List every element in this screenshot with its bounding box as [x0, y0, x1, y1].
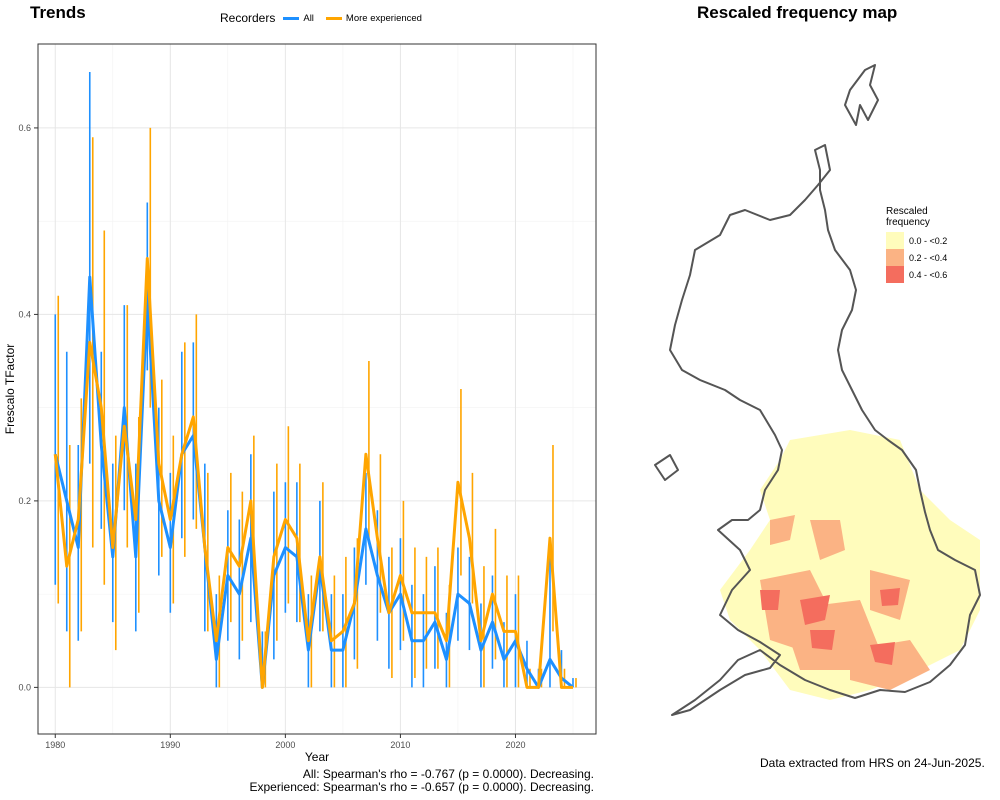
map-legend-swatch-low [886, 232, 904, 249]
x-tick-label: 1980 [45, 740, 65, 750]
stats-all: All: Spearman's rho = -0.767 (p = 0.0000… [302, 767, 594, 781]
trend-statistics: All: Spearman's rho = -0.767 (p = 0.0000… [250, 768, 595, 794]
line-layer [53, 256, 574, 689]
map-legend-swatch-mid [886, 249, 904, 266]
trend-chart: 0.0 0.2 0.4 0.6 1980 1990 2000 2010 2020 Year Fr… [3, 43, 597, 764]
series-line-experienced [53, 256, 573, 689]
map-title: Rescaled frequency map [697, 3, 898, 22]
y-tick-label: 0.0 [18, 682, 31, 692]
legend-title: Recorders [220, 11, 276, 25]
map-legend-label-mid: 0.2 - <0.4 [909, 252, 948, 263]
map-legend-row-mid: 0.2 - <0.4 [886, 249, 947, 266]
map-legend-row-low: 0.0 - <0.2 [886, 232, 947, 249]
legend-item-all: All [281, 13, 314, 24]
stats-experienced: Experienced: Spearman's rho = -0.657 (p … [249, 780, 595, 794]
map-legend-swatch-high [886, 266, 904, 283]
x-axis-label: Year [305, 750, 329, 764]
map-legend-label-high: 0.4 - <0.6 [909, 269, 948, 280]
trends-title: Trends [30, 3, 86, 22]
y-axis-label: Frescalo TFactor [3, 344, 17, 434]
legend-item-experienced: More experienced [324, 13, 422, 24]
legend-label-all: All [303, 12, 314, 24]
map-legend: Rescaled frequency 0.0 - <0.2 0.2 - <0.4… [886, 206, 947, 283]
x-tick-label: 2000 [275, 740, 295, 750]
legend-key-experienced [325, 16, 342, 20]
frequency-map [654, 64, 981, 716]
y-tick-label: 0.2 [18, 496, 31, 506]
x-tick-label: 1990 [160, 740, 180, 750]
x-tick-label: 2020 [505, 740, 525, 750]
chart-legend: Recorders All More experienced [220, 11, 432, 25]
legend-key-all [283, 16, 300, 20]
frequency-fill-high [760, 588, 900, 665]
plot-panel-border [37, 43, 597, 735]
x-tick-label: 2010 [390, 740, 410, 750]
map-legend-title: Rescaled frequency [886, 206, 930, 228]
map-legend-label-low: 0.0 - <0.2 [909, 235, 948, 246]
y-tick-label: 0.4 [18, 309, 31, 319]
map-legend-row-high: 0.4 - <0.6 [886, 266, 947, 283]
y-tick-label: 0.6 [18, 123, 31, 133]
legend-label-experienced: More experienced [345, 12, 422, 24]
gb-coastline [654, 64, 981, 716]
tick-layer: 0.0 0.2 0.4 0.6 1980 1990 2000 2010 2020 [18, 123, 525, 750]
data-extraction-note: Data extracted from HRS on 24-Jun-2025. [760, 756, 985, 770]
